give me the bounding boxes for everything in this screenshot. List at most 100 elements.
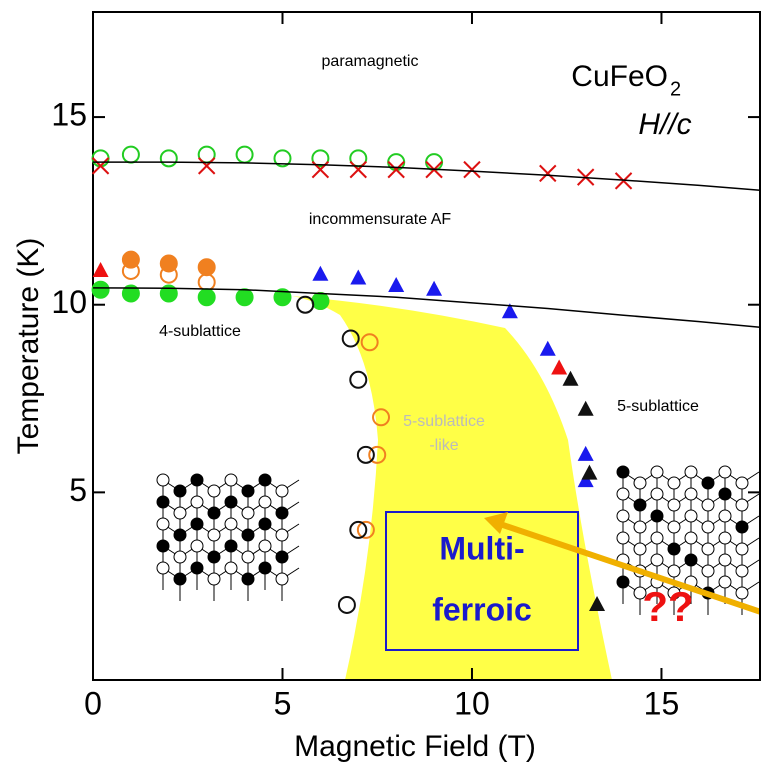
lattice-site [258, 473, 272, 487]
lattice-site [633, 520, 647, 534]
data-point [539, 340, 556, 356]
lattice-site [735, 476, 749, 490]
data-point [349, 370, 368, 389]
lattice-site [718, 531, 732, 545]
lattice-site [224, 517, 238, 531]
lattice-site [701, 520, 715, 534]
arrow [499, 521, 761, 615]
data-point [273, 149, 292, 168]
lattice-site [207, 572, 221, 586]
data-point [372, 408, 391, 427]
lattice-site [650, 465, 664, 479]
lattice-site [650, 487, 664, 501]
lattice-site [241, 484, 255, 498]
lattice-site [735, 542, 749, 556]
lattice-site [667, 542, 681, 556]
lattice-site [275, 506, 289, 520]
data-point [360, 333, 379, 352]
data-point [92, 261, 109, 277]
lattice-site [667, 586, 681, 600]
x-axis-label: Magnetic Field (T) [294, 730, 536, 763]
lattice-site [224, 495, 238, 509]
boundary-line [93, 161, 761, 192]
lattice-site [207, 550, 221, 564]
annotation: ferroic [432, 591, 532, 627]
plot-frame [92, 11, 761, 681]
lattice-site [207, 484, 221, 498]
lattice-site [650, 531, 664, 545]
lattice-site [667, 476, 681, 490]
annotation: 2 [670, 78, 681, 100]
lattice-site [241, 506, 255, 520]
data-point [501, 303, 518, 319]
data-point [197, 273, 216, 292]
lattice-site [207, 506, 221, 520]
lattice-site [616, 509, 630, 523]
lattice-site [275, 528, 289, 542]
lattice-site [173, 484, 187, 498]
data-point [311, 149, 330, 168]
lattice-site [718, 575, 732, 589]
data-point [577, 445, 594, 461]
data-point [235, 288, 254, 307]
lattice-site [275, 572, 289, 586]
data-point [337, 595, 356, 614]
lattice-site [224, 561, 238, 575]
lattice-site [735, 564, 749, 578]
boundary-line [92, 287, 761, 328]
lattice-site [190, 561, 204, 575]
x-tick-label: 0 [84, 685, 102, 721]
lattice-site [718, 509, 732, 523]
lattice-site [718, 487, 732, 501]
data-point [463, 160, 481, 179]
lattice-site [735, 520, 749, 534]
annotation: ?? [642, 583, 693, 630]
lattice-site [633, 498, 647, 512]
lattice-site [718, 465, 732, 479]
data-point [368, 445, 387, 464]
lattice-site [684, 465, 698, 479]
annotation: 4-sublattice [159, 323, 241, 340]
data-point [350, 269, 367, 285]
annotation: incommensurate AF [309, 211, 452, 228]
lattice-site [684, 531, 698, 545]
annotation: paramagnetic [322, 53, 419, 70]
data-point [159, 284, 178, 303]
lattice-site [616, 487, 630, 501]
lattice-site [156, 495, 170, 509]
x-tick-label: 15 [644, 685, 680, 721]
lattice-site [701, 542, 715, 556]
data-point [159, 265, 178, 284]
lattice-site [650, 553, 664, 567]
lattice-site [241, 550, 255, 564]
data-point [349, 520, 368, 539]
multiferroic-box [385, 511, 579, 651]
data-point [91, 149, 110, 168]
lattice-site [258, 517, 272, 531]
lattice-site [173, 506, 187, 520]
data-point [296, 295, 315, 314]
lattice-site [190, 539, 204, 553]
lattice-site [718, 553, 732, 567]
lattice-site [701, 498, 715, 512]
lattice-site [684, 509, 698, 523]
lattice-site [207, 528, 221, 542]
data-point [159, 149, 178, 168]
y-tick-label: 5 [69, 472, 87, 508]
lattice-site [616, 575, 630, 589]
data-point [539, 164, 557, 183]
data-point [91, 157, 110, 175]
data-point [589, 595, 606, 611]
data-point [312, 265, 329, 281]
data-point [425, 153, 444, 172]
lattice-site [275, 550, 289, 564]
lattice-site [667, 564, 681, 578]
arrow-head [484, 512, 508, 534]
lattice-site [650, 509, 664, 523]
data-point [197, 288, 216, 307]
data-point [551, 359, 568, 375]
lattice-site [735, 586, 749, 600]
data-point [91, 280, 110, 299]
data-point [577, 472, 594, 488]
